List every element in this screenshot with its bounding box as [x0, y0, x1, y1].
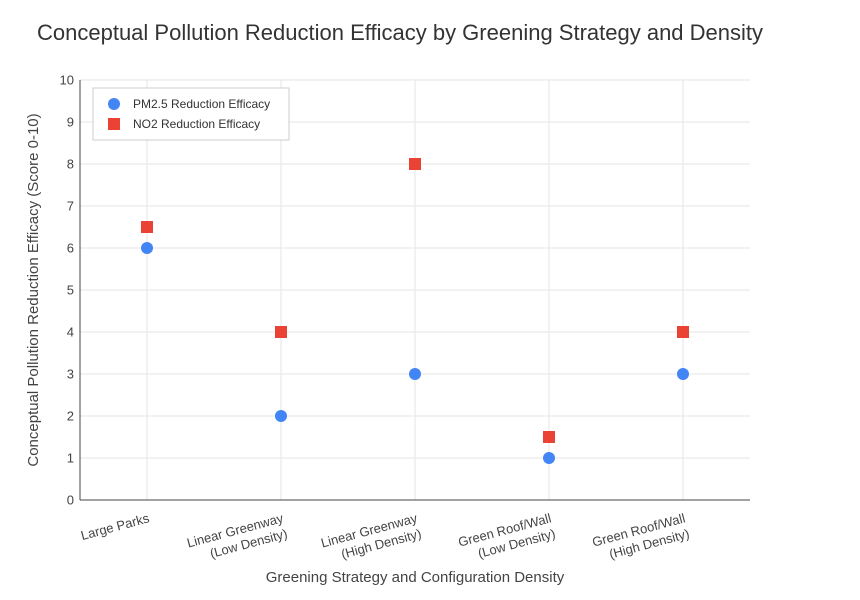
legend-marker-square — [108, 118, 120, 130]
point-pm25 — [543, 452, 555, 464]
legend-box — [92, 87, 290, 141]
y-tick-label: 5 — [67, 283, 74, 298]
point-no2 — [141, 221, 153, 233]
point-no2 — [677, 326, 689, 338]
y-tick-label: 0 — [67, 493, 74, 508]
grid — [80, 79, 750, 500]
x-tick-label-line: Large Parks — [79, 510, 151, 543]
point-pm25 — [141, 242, 153, 254]
legend-label: PM2.5 Reduction Efficacy — [133, 97, 270, 111]
legend-marker-circle — [108, 98, 120, 110]
x-tick-label: Green Roof/Wall(Low Density) — [457, 510, 557, 565]
x-tick-label: Large Parks — [79, 510, 151, 543]
point-no2 — [409, 158, 421, 170]
y-tick-label: 7 — [67, 199, 74, 214]
point-pm25 — [409, 368, 421, 380]
y-tick-label: 6 — [67, 241, 74, 256]
y-tick-label: 8 — [67, 157, 74, 172]
x-tick-labels: Large Parks Linear Greenway(Low Density) L… — [79, 510, 691, 566]
y-tick-label: 10 — [60, 73, 74, 88]
legend: PM2.5 Reduction Efficacy NO2 Reduction Ef… — [92, 87, 290, 141]
data-points — [141, 158, 689, 464]
point-no2 — [275, 326, 287, 338]
y-tick-label: 1 — [67, 451, 74, 466]
point-no2 — [543, 431, 555, 443]
chart-title: Conceptual Pollution Reduction Efficacy … — [37, 20, 763, 45]
axes — [79, 80, 750, 501]
y-tick-label: 3 — [67, 367, 74, 382]
y-tick-label: 4 — [67, 325, 74, 340]
point-pm25 — [275, 410, 287, 422]
x-axis-label: Greening Strategy and Configuration Dens… — [266, 569, 565, 586]
y-axis-label: Conceptual Pollution Reduction Efficacy … — [25, 113, 42, 466]
x-tick-label: Linear Greenway(Low Density) — [185, 510, 289, 566]
y-tick-labels: 0 1 2 3 4 5 6 7 8 9 10 — [60, 73, 74, 508]
y-tick-label: 2 — [67, 409, 74, 424]
x-tick-label: Linear Greenway(High Density) — [319, 510, 423, 566]
y-tick-label: 9 — [67, 115, 74, 130]
legend-label: NO2 Reduction Efficacy — [133, 117, 260, 131]
point-pm25 — [677, 368, 689, 380]
x-tick-label: Green Roof/Wall(High Density) — [591, 510, 691, 565]
